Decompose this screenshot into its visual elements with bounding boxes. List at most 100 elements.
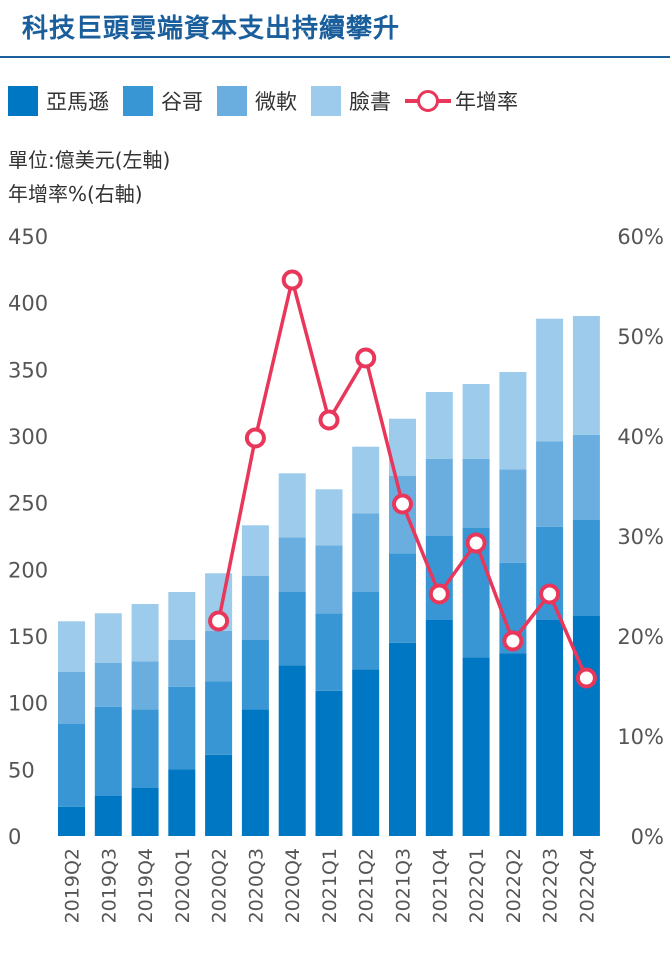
y-left-tick-label: 0 [8, 825, 21, 849]
bar-segment-s3-2020Q4 [278, 473, 306, 538]
x-tick-label-2022Q4: 2022Q4 [576, 848, 598, 923]
bar-segment-s3-2021Q2 [352, 446, 380, 514]
growth-rate-point-2020Q2 [208, 610, 230, 632]
growth-rate-point-2021Q3 [392, 493, 413, 515]
growth-rate-point-2020Q4 [281, 269, 303, 291]
bar-segment-s2-2019Q4 [131, 661, 159, 710]
y-left-tick-label: 100 [8, 692, 48, 716]
bar-segment-s3-2021Q4 [425, 392, 453, 459]
x-tick-label-2022Q2: 2022Q2 [503, 848, 525, 923]
legend-swatch-microsoft [217, 86, 247, 116]
bar-segment-s1-2021Q3 [389, 553, 416, 643]
x-tick-label-2022Q1: 2022Q1 [466, 848, 488, 923]
bar-segment-s1-2019Q4 [131, 709, 159, 788]
growth-rate-point-2022Q1 [465, 532, 487, 554]
legend-line-marker-icon [405, 86, 451, 116]
bar-segment-s0-2019Q3 [94, 796, 122, 836]
x-tick-label-2022Q3: 2022Q3 [540, 848, 562, 923]
bar-segment-s0-2022Q3 [536, 620, 564, 836]
x-tick-label-2019Q3: 2019Q3 [98, 848, 120, 923]
left-axis-unit: 單位:億美元(左軸) [8, 148, 171, 172]
x-tick-label-2021Q3: 2021Q3 [393, 848, 415, 923]
x-tick-label-2019Q2: 2019Q2 [62, 848, 84, 923]
y-right-tick-label: 20% [617, 625, 664, 649]
bar-segment-s2-2020Q2 [205, 630, 233, 682]
y-left-tick-label: 400 [8, 292, 48, 316]
bar-segment-s2-2021Q1 [315, 545, 343, 614]
legend-label-growth: 年增率 [455, 90, 518, 114]
bar-segment-s0-2021Q3 [389, 642, 416, 836]
bar-segment-s3-2021Q1 [315, 489, 343, 546]
bar-segment-s2-2020Q4 [278, 537, 306, 592]
bar-segment-s1-2020Q2 [205, 681, 233, 755]
bar-segment-s2-2019Q2 [58, 672, 85, 724]
legend-swatch-meta [311, 86, 341, 116]
legend-swatch-google [123, 86, 153, 116]
bar-segment-s0-2020Q1 [168, 769, 196, 836]
y-left-tick-label: 200 [8, 558, 48, 582]
legend-label-meta: 臉書 [349, 90, 391, 114]
growth-rate-point-2021Q1 [318, 409, 340, 431]
bar-segment-s2-2022Q3 [536, 441, 564, 527]
bar-segment-s3-2019Q3 [94, 613, 122, 663]
bar-segment-s2-2022Q4 [572, 434, 600, 520]
bar-segment-s3-2020Q1 [168, 592, 196, 640]
chart-title: 科技巨頭雲端資本支出持續攀升 [22, 14, 401, 44]
bar-segment-s3-2022Q1 [462, 384, 490, 459]
y-right-tick-label: 10% [617, 725, 664, 749]
right-axis-unit: 年增率%(右軸) [8, 182, 143, 206]
bar-segment-s2-2019Q3 [94, 662, 122, 707]
bar-segment-s0-2020Q2 [205, 754, 233, 836]
bar-segment-s0-2021Q2 [352, 669, 380, 836]
y-right-tick-label: 50% [617, 325, 664, 349]
bar-segment-s2-2021Q2 [352, 513, 380, 592]
x-tick-label-2020Q1: 2020Q1 [172, 848, 194, 923]
bar-segment-s3-2019Q4 [131, 604, 159, 662]
bar-segment-s1-2021Q1 [315, 613, 343, 691]
growth-rate-point-2020Q3 [244, 427, 266, 449]
legend-label-google: 谷哥 [161, 90, 203, 114]
bar-segment-s1-2019Q3 [94, 706, 122, 796]
bar-segment-s3-2022Q3 [536, 318, 564, 442]
bar-segment-s1-2019Q2 [58, 724, 85, 807]
growth-rate-point-2022Q3 [539, 583, 561, 605]
legend-swatch-amazon [8, 86, 38, 116]
legend: 亞馬遜 谷哥 微軟 臉書 年增率 [8, 86, 532, 116]
bar-segment-s2-2020Q1 [168, 640, 196, 687]
bar-segment-s0-2021Q1 [315, 690, 343, 836]
y-right-tick-label: 60% [617, 225, 664, 249]
bar-segment-s3-2019Q2 [58, 621, 85, 672]
x-tick-label-2021Q2: 2021Q2 [356, 848, 378, 923]
legend-item-amazon: 亞馬遜 [8, 86, 109, 116]
y-left-tick-label: 450 [8, 225, 48, 249]
legend-item-meta: 臉書 [311, 86, 391, 116]
bar-segment-s1-2020Q3 [241, 640, 269, 710]
bar-segment-s1-2020Q1 [168, 686, 196, 770]
growth-rate-point-2022Q4 [575, 667, 597, 689]
legend-label-amazon: 亞馬遜 [46, 90, 109, 114]
bar-segment-s0-2019Q2 [58, 806, 85, 836]
bar-segment-s0-2022Q1 [462, 657, 490, 836]
bar-segment-s2-2021Q4 [425, 458, 453, 536]
bar-segment-s3-2022Q2 [499, 372, 527, 470]
y-right-tick-label: 0% [631, 825, 664, 849]
bar-segment-s2-2022Q1 [462, 458, 490, 528]
y-left-tick-label: 250 [8, 492, 48, 516]
bar-segment-s0-2021Q4 [425, 620, 453, 836]
y-left-tick-label: 300 [8, 425, 48, 449]
bar-segment-s0-2020Q3 [241, 709, 269, 836]
bar-segment-s0-2019Q4 [131, 788, 159, 836]
legend-item-growth: 年增率 [405, 86, 518, 116]
bar-segment-s0-2020Q4 [278, 665, 306, 836]
title-divider [0, 56, 670, 58]
growth-rate-point-2021Q4 [428, 583, 450, 605]
bar-segment-s2-2021Q3 [389, 476, 416, 554]
y-left-tick-label: 350 [8, 358, 48, 382]
bar-segment-s0-2022Q4 [572, 616, 600, 836]
legend-item-microsoft: 微軟 [217, 86, 297, 116]
x-tick-label-2020Q4: 2020Q4 [282, 848, 304, 923]
bar-segment-s1-2021Q4 [425, 536, 453, 620]
bar-segment-s2-2020Q3 [241, 576, 269, 640]
bar-segment-s2-2022Q2 [499, 469, 527, 563]
